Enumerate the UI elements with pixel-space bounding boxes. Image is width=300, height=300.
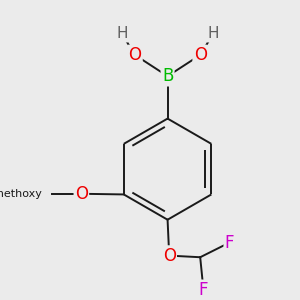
Text: methoxy: methoxy <box>0 189 42 199</box>
Text: O: O <box>194 46 207 64</box>
Text: O: O <box>163 247 176 265</box>
Text: O: O <box>128 46 141 64</box>
Text: H: H <box>116 26 128 41</box>
Text: B: B <box>162 67 173 85</box>
Text: H: H <box>208 26 219 41</box>
Text: F: F <box>199 281 208 299</box>
Text: F: F <box>225 234 234 252</box>
Text: O: O <box>75 185 88 203</box>
